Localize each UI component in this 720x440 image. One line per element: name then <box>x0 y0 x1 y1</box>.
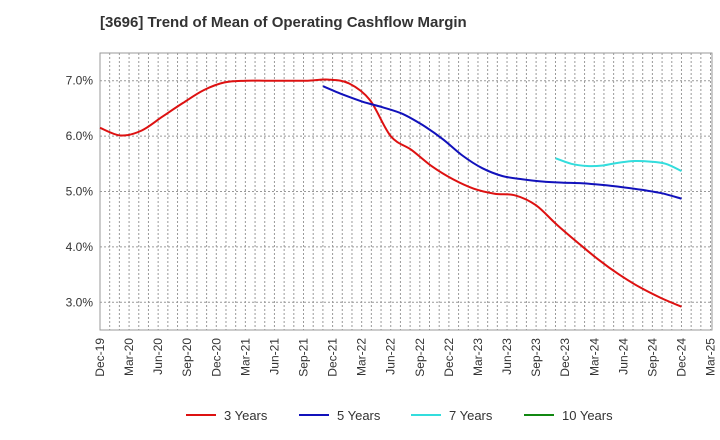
legend-label-5-years: 5 Years <box>337 408 381 423</box>
x-tick-label: Dec-22 <box>442 338 456 377</box>
legend-label-3-years: 3 Years <box>224 408 268 423</box>
legend-label-7-years: 7 Years <box>449 408 493 423</box>
y-tick-label: 5.0% <box>66 185 94 199</box>
x-tick-label: Jun-24 <box>616 338 630 375</box>
y-tick-label: 4.0% <box>66 240 94 254</box>
x-tick-label: Jun-23 <box>500 338 514 375</box>
x-tick-label: Mar-20 <box>122 338 136 376</box>
chart-title: [3696] Trend of Mean of Operating Cashfl… <box>100 14 467 31</box>
x-tick-label: Mar-25 <box>704 338 718 376</box>
y-tick-label: 6.0% <box>66 129 94 143</box>
legend-label-10-years: 10 Years <box>562 408 613 423</box>
x-tick-label: Mar-24 <box>587 338 601 376</box>
series-line-7-years <box>555 157 682 172</box>
series-lines <box>99 78 682 308</box>
x-tick-label: Jun-20 <box>151 338 165 375</box>
x-tick-label: Mar-21 <box>238 338 252 376</box>
series-line-5-years <box>322 85 682 200</box>
y-axis: 3.0% 4.0% 5.0% 6.0% 7.0% <box>66 74 94 310</box>
x-tick-label: Dec-21 <box>326 338 340 377</box>
x-tick-label: Sep-24 <box>645 338 659 377</box>
series-line-3-years <box>99 78 682 308</box>
x-tick-label: Sep-22 <box>413 338 427 377</box>
x-tick-label: Jun-21 <box>267 338 281 375</box>
legend: 3 Years 5 Years 7 Years 10 Years <box>186 408 613 423</box>
plot-area-frame <box>99 52 713 331</box>
grid <box>100 53 712 330</box>
y-tick-label: 7.0% <box>66 74 94 88</box>
x-tick-label: Mar-22 <box>355 338 369 376</box>
x-tick-label: Dec-19 <box>93 338 107 377</box>
x-tick-label: Mar-23 <box>471 338 485 376</box>
x-tick-label: Sep-20 <box>180 338 194 377</box>
x-tick-label: Dec-23 <box>558 338 572 377</box>
x-tick-label: Dec-20 <box>209 338 223 377</box>
x-tick-label: Sep-23 <box>529 338 543 377</box>
x-tick-label: Sep-21 <box>297 338 311 377</box>
x-tick-label: Jun-22 <box>384 338 398 375</box>
x-axis: Dec-19 Mar-20 Jun-20 Sep-20 Dec-20 Mar-21 Jun-… <box>93 338 718 377</box>
y-tick-label: 3.0% <box>66 295 94 309</box>
x-tick-label: Dec-24 <box>674 338 688 377</box>
